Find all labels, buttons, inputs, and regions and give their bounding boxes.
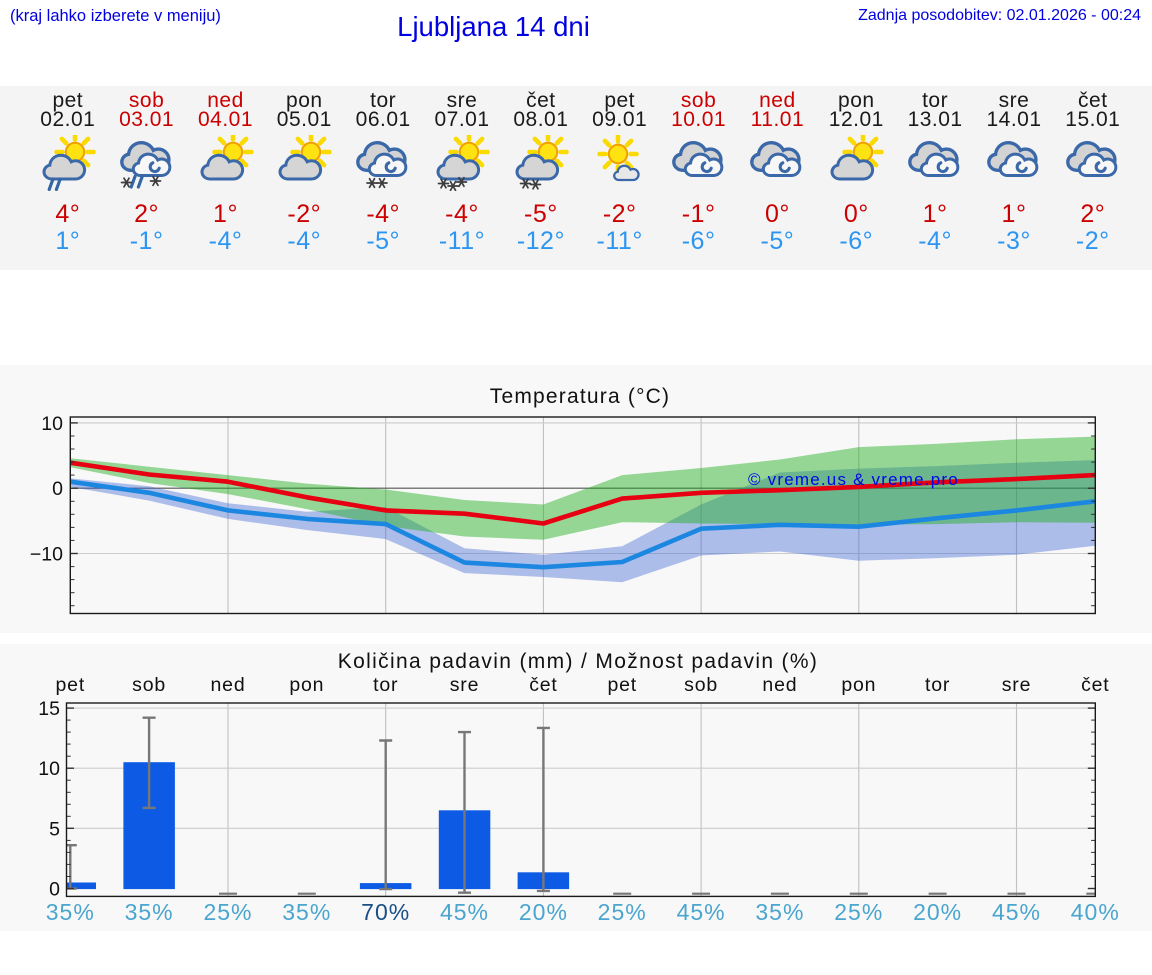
svg-text:čet: čet xyxy=(1081,674,1109,696)
svg-text:45%: 45% xyxy=(440,899,489,925)
svg-text:20%: 20% xyxy=(913,899,962,925)
svg-text:pon: pon xyxy=(289,674,324,696)
svg-text:sob: sob xyxy=(684,674,718,696)
svg-text:pon: pon xyxy=(841,674,876,696)
svg-text:20%: 20% xyxy=(519,899,568,925)
svg-text:sob: sob xyxy=(132,674,166,696)
svg-text:sre: sre xyxy=(450,674,480,696)
svg-text:0: 0 xyxy=(49,879,60,901)
svg-text:sre: sre xyxy=(1002,674,1032,696)
svg-text:25%: 25% xyxy=(834,899,883,925)
svg-text:0: 0 xyxy=(52,478,63,500)
svg-text:ned: ned xyxy=(762,674,797,696)
svg-text:−10: −10 xyxy=(30,544,63,566)
svg-text:35%: 35% xyxy=(125,899,174,925)
svg-text:10: 10 xyxy=(41,413,63,435)
svg-text:pet: pet xyxy=(56,674,86,696)
svg-text:tor: tor xyxy=(373,674,398,696)
svg-text:35%: 35% xyxy=(282,899,331,925)
svg-text:35%: 35% xyxy=(755,899,804,925)
svg-text:25%: 25% xyxy=(598,899,647,925)
svg-text:pet: pet xyxy=(607,674,637,696)
svg-text:© vreme.us & vreme.pro: © vreme.us & vreme.pro xyxy=(748,470,959,489)
svg-text:Količina padavin (mm) / Možnos: Količina padavin (mm) / Možnost padavin … xyxy=(338,650,819,673)
svg-text:35%: 35% xyxy=(46,899,95,925)
svg-text:10: 10 xyxy=(38,758,60,780)
svg-text:45%: 45% xyxy=(992,899,1041,925)
svg-text:40%: 40% xyxy=(1071,899,1120,925)
svg-text:5: 5 xyxy=(49,818,60,840)
svg-text:45%: 45% xyxy=(677,899,726,925)
svg-text:25%: 25% xyxy=(203,899,252,925)
svg-text:čet: čet xyxy=(529,674,557,696)
svg-text:tor: tor xyxy=(925,674,950,696)
svg-text:15: 15 xyxy=(38,698,60,720)
svg-text:ned: ned xyxy=(211,674,246,696)
svg-text:Temperatura (°C): Temperatura (°C) xyxy=(490,385,670,408)
svg-text:70%: 70% xyxy=(361,899,410,925)
